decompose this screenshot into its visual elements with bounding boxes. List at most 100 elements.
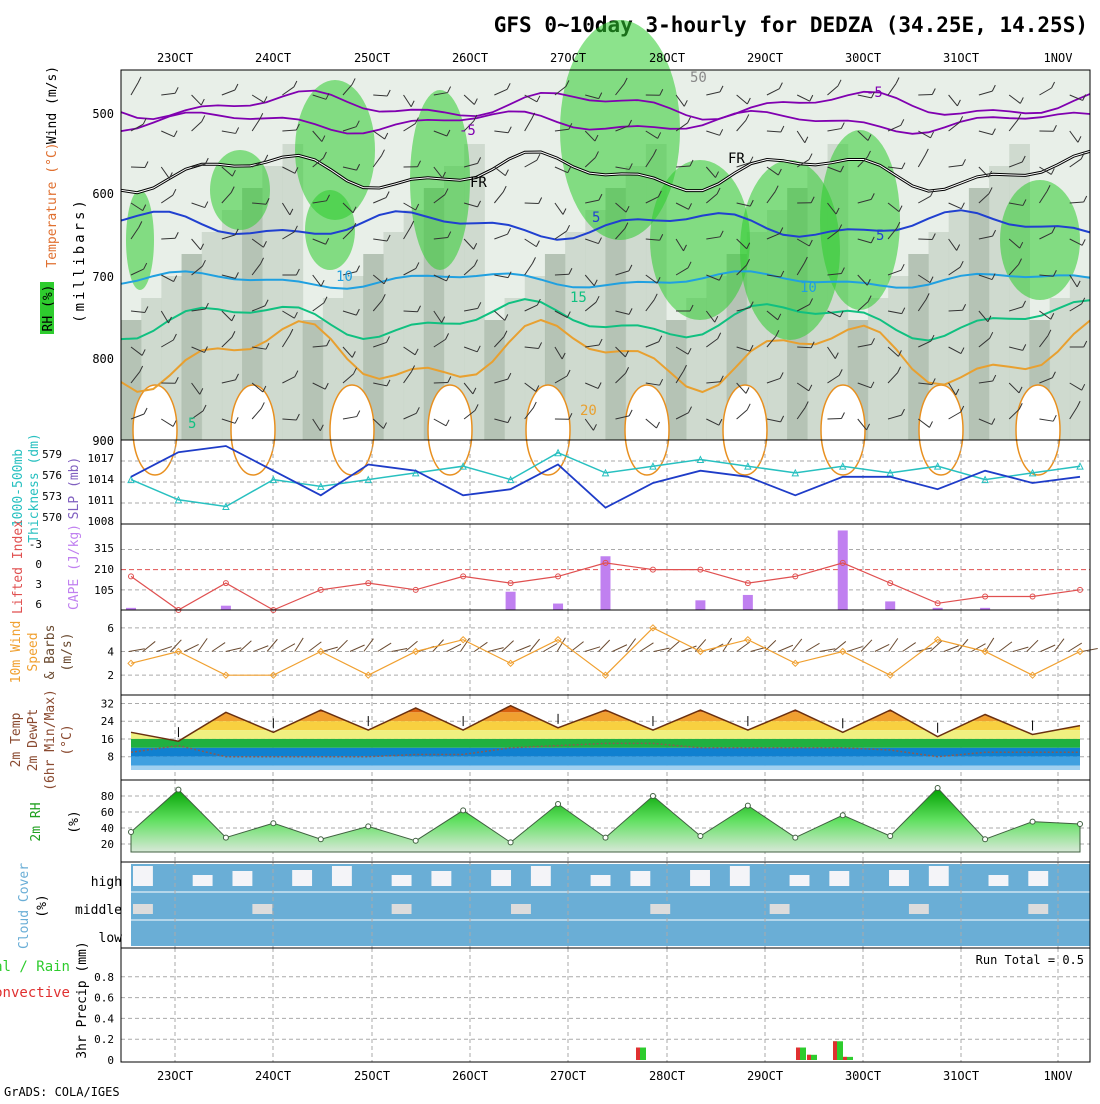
- surface-wind-barb: [571, 642, 584, 652]
- surface-wind-barb: [1013, 647, 1028, 651]
- temp-band: [121, 703, 1090, 712]
- cloud-high-gap: [392, 875, 412, 886]
- rh-point: [318, 837, 323, 842]
- date-label-top: 1NOV: [1044, 51, 1073, 65]
- date-label-bottom: 25OCT: [354, 1069, 390, 1083]
- precip-convective-bar: [843, 1057, 847, 1060]
- surface-wind-barb: [640, 643, 653, 652]
- temp-axis-label: (°C): [60, 724, 75, 755]
- date-label-bottom: 1NOV: [1044, 1069, 1073, 1083]
- temp-axis-label: (6hr Min/Max): [43, 689, 58, 791]
- cape-tick-label: 210: [94, 563, 114, 576]
- rh-shade-column: [383, 232, 404, 440]
- pressure-axis-label: (millibars): [72, 197, 88, 323]
- pressure-tick-label: 900: [92, 434, 114, 448]
- wind-axis-label: (m/s): [60, 632, 75, 671]
- surface-wind-barb: [157, 647, 172, 652]
- contour-label: 5: [592, 210, 600, 226]
- precip-tick-label: 0.8: [94, 971, 114, 984]
- surface-wind-barb: [944, 646, 959, 652]
- rh-point: [223, 835, 228, 840]
- rh-shade-column: [969, 188, 990, 440]
- wind-axis-label: Speed: [26, 632, 41, 671]
- surface-wind-barb: [447, 644, 461, 651]
- surface-wind-barb: [1068, 643, 1082, 651]
- rh-shade-column: [303, 320, 324, 440]
- surface-wind-barb: [143, 641, 155, 651]
- temp-tick-label: 16: [101, 733, 114, 746]
- surface-wind-barb: [847, 647, 862, 652]
- precip-convective-bar: [807, 1055, 811, 1060]
- temp-axis-label: 2m Temp: [9, 712, 24, 767]
- slp-tick-label: 1014: [88, 473, 115, 486]
- chart-title: GFS 0~10day 3-hourly for DEDZA (34.25E, …: [494, 13, 1088, 37]
- precip-convective-bar: [636, 1048, 640, 1060]
- panel-frame: [121, 610, 1090, 695]
- surface-wind-barb: [281, 644, 295, 652]
- cloud-mid-gap: [770, 904, 790, 914]
- surface-wind-barb: [502, 641, 514, 652]
- cloud-high-gap: [292, 870, 312, 886]
- rh-point: [176, 787, 181, 792]
- cloud-high-gap: [133, 866, 153, 886]
- cloud-mid-gap: [252, 904, 272, 914]
- pressure-tick-label: 600: [92, 187, 114, 201]
- date-label-bottom: 27OCT: [550, 1069, 586, 1083]
- thickness-tick-label: 573: [42, 490, 62, 503]
- surface-wind-barb: [999, 642, 1012, 652]
- rh-shade-column: [283, 144, 304, 440]
- li-tick-label: 3: [35, 578, 42, 591]
- date-label-bottom: 29OCT: [747, 1069, 783, 1083]
- temp-band: [121, 730, 1090, 739]
- surface-wind-barb: [737, 642, 750, 651]
- li-axis-label: Lifted Index: [11, 520, 26, 614]
- cape-tick-label: 315: [94, 542, 114, 555]
- contour-label: FR: [728, 151, 745, 167]
- temp-tick-label: 32: [101, 697, 114, 710]
- cloud-level-label: low: [99, 931, 123, 946]
- precip-tick-label: 0: [107, 1054, 114, 1067]
- thickness-tick-label: 579: [42, 448, 62, 461]
- precip-axis-label: 3hr Precip (mm): [75, 941, 90, 1058]
- wind-axis-label: 10m Wind: [9, 621, 24, 684]
- date-label-top: 31OCT: [943, 51, 979, 65]
- rh-moist-blob: [126, 190, 154, 290]
- surface-wind-barb: [267, 639, 277, 651]
- li-tick-label: 0: [35, 558, 42, 571]
- precip-convective-bar: [796, 1048, 800, 1060]
- cloud-mid-gap: [511, 904, 531, 914]
- rh-tick-label: 20: [101, 838, 114, 851]
- precip-convective-bar: [833, 1041, 837, 1060]
- cloud-high-gap: [531, 866, 551, 886]
- rh-tick-label: 60: [101, 806, 114, 819]
- rh-unit-label: (%): [67, 810, 82, 833]
- rh-tick-label: 40: [101, 822, 114, 835]
- surface-wind-barb: [806, 643, 820, 651]
- rh-point: [1078, 822, 1083, 827]
- cape-bar: [221, 606, 231, 610]
- temp-axis-label: 2m DewPt: [26, 709, 41, 772]
- cloud-mid-gap: [909, 904, 929, 914]
- temp-tick-label: 24: [101, 715, 115, 728]
- cape-bar: [695, 600, 705, 610]
- rh-moist-blob: [1000, 180, 1080, 300]
- surface-wind-barb: [820, 649, 836, 652]
- surface-wind-barb: [1041, 645, 1056, 652]
- thickness-tick-label: 576: [42, 469, 62, 482]
- cloud-high-gap: [232, 871, 252, 886]
- thickness-tick-label: 570: [42, 511, 62, 524]
- temp-fill-group: [121, 703, 1090, 770]
- contour-label: -5: [866, 85, 883, 101]
- surface-wind-barb: [778, 645, 793, 651]
- rh-point: [745, 803, 750, 808]
- cloud-mid-gap: [1028, 904, 1048, 914]
- cloud-high-gap: [332, 866, 352, 886]
- rh-point: [366, 824, 371, 829]
- date-label-top: 26OCT: [452, 51, 488, 65]
- cloud-high-gap: [690, 870, 710, 886]
- pressure-tick-label: 700: [92, 270, 114, 284]
- surface-wind-barb: [488, 648, 504, 652]
- surface-wind-barb: [336, 640, 347, 651]
- surface-wind-barb: [253, 646, 268, 652]
